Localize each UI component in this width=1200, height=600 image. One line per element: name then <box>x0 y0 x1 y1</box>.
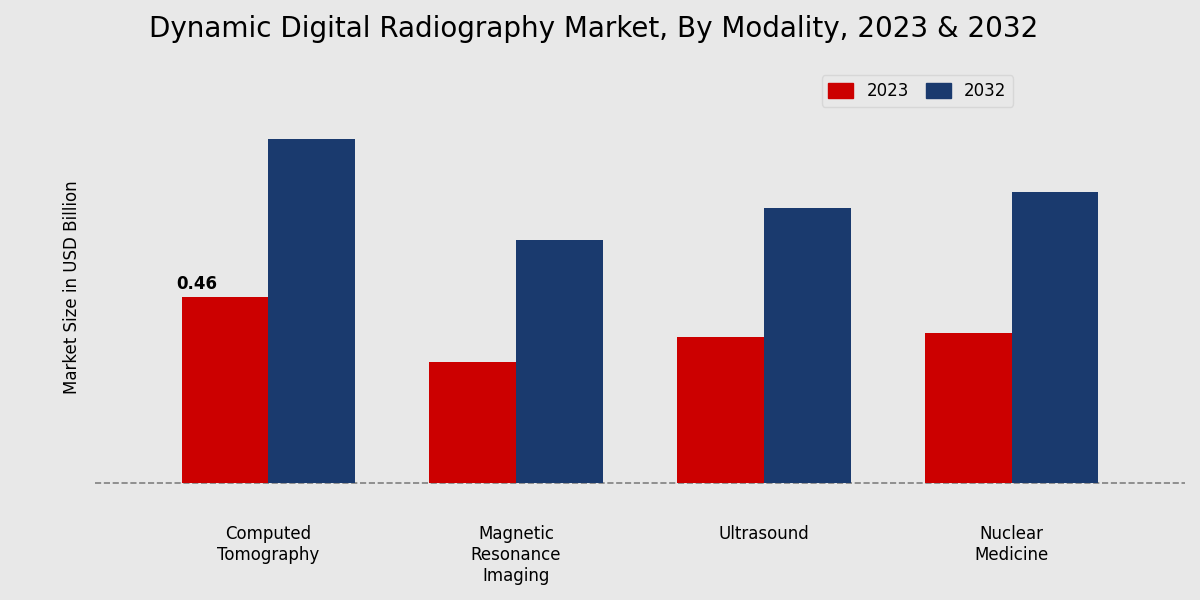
Bar <box>764 208 851 483</box>
Text: 0.46: 0.46 <box>176 275 217 293</box>
Bar <box>677 337 764 483</box>
Text: Dynamic Digital Radiography Market, By Modality, 2023 & 2032: Dynamic Digital Radiography Market, By M… <box>149 15 1039 43</box>
Bar <box>269 139 355 483</box>
Bar <box>516 240 602 483</box>
Legend: 2023, 2032: 2023, 2032 <box>822 76 1013 107</box>
Bar <box>430 362 516 483</box>
Bar <box>181 297 269 483</box>
Bar <box>925 334 1012 483</box>
Y-axis label: Market Size in USD Billion: Market Size in USD Billion <box>62 180 82 394</box>
Bar <box>1012 191 1098 483</box>
